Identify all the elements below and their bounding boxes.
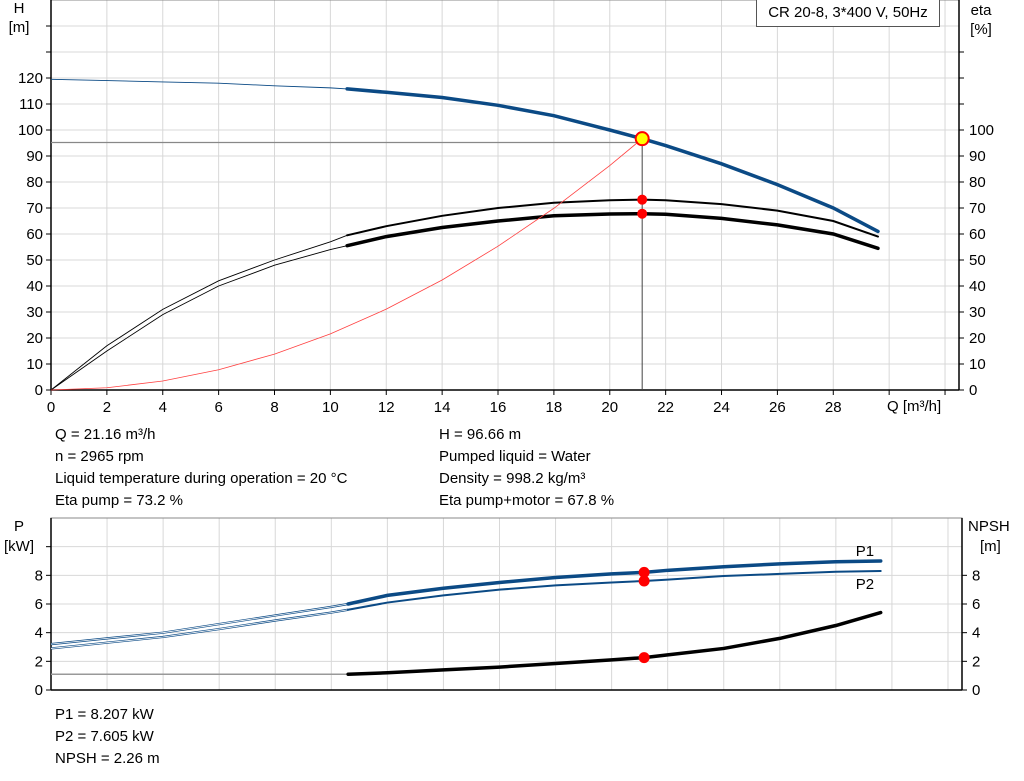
y-right-tick-label: 100 <box>969 122 994 139</box>
x-tick-label: 16 <box>490 399 507 416</box>
series-eta_total-thin <box>50 245 348 391</box>
y-tick-label: 10 <box>26 356 43 373</box>
pump-title-box: CR 20-8, 3*400 V, 50Hz <box>756 0 940 27</box>
y-tick-label: 0 <box>35 682 43 699</box>
y-tick-label: 50 <box>26 252 43 269</box>
info-speed: n = 2965 rpm <box>55 448 144 465</box>
y-tick-label: 20 <box>26 330 43 347</box>
x-tick-label: 18 <box>546 399 563 416</box>
y-tick-label: 60 <box>26 226 43 243</box>
series-P1-thin-core <box>50 603 349 645</box>
series-NPSH-curve <box>346 610 883 676</box>
eta-axis-unit: [%] <box>970 21 992 38</box>
duty-point-p2 <box>638 575 650 587</box>
duty-point-eta-pump <box>637 194 648 205</box>
y-tick-label: 70 <box>26 200 43 217</box>
y-right-tick-label: 4 <box>972 625 980 642</box>
y-tick-label: 30 <box>26 304 43 321</box>
y-tick-label: 6 <box>35 596 43 613</box>
y-right-tick-label: 10 <box>969 356 986 373</box>
x-tick-label: 24 <box>713 399 730 416</box>
series-P1-thin-outline <box>50 602 349 646</box>
info-left: Q = 21.16 m³/h n = 2965 rpm Liquid tempe… <box>55 424 347 512</box>
y-right-tick-label: 80 <box>969 174 986 191</box>
info-flow: Q = 21.16 m³/h <box>55 426 156 443</box>
series-label-P2: P2 <box>856 576 874 593</box>
x-tick-label: 20 <box>601 399 618 416</box>
info-p1: P1 = 8.207 kW <box>55 706 154 723</box>
h-axis-label: H <box>13 0 25 17</box>
series-label-P1: P1 <box>856 543 874 560</box>
y-tick-label: 90 <box>26 148 43 165</box>
x-tick-label: 6 <box>214 399 222 416</box>
plot-frame <box>50 0 960 391</box>
x-tick-label: 8 <box>270 399 278 416</box>
x-tick-label: 12 <box>378 399 395 416</box>
series-P1-curve <box>346 559 883 606</box>
x-tick-label: 10 <box>322 399 339 416</box>
x-tick-label: 26 <box>769 399 786 416</box>
y-right-tick-label: 8 <box>972 567 980 584</box>
p-axis-label: P <box>13 518 24 535</box>
info-npsh: NPSH = 2.26 m <box>55 750 160 767</box>
y-right-tick-label: 6 <box>972 596 980 613</box>
y-tick-label: 4 <box>35 625 43 642</box>
y-right-tick-label: 0 <box>969 382 977 399</box>
npsh-axis-label: NPSH <box>968 518 1010 535</box>
h-axis-unit: [m] <box>8 19 30 36</box>
info-liquid: Pumped liquid = Water <box>439 448 591 465</box>
y-right-tick-label: 0 <box>972 682 980 699</box>
x-tick-label: 14 <box>434 399 451 416</box>
y-right-tick-label: 90 <box>969 148 986 165</box>
y-right-tick-label: 2 <box>972 653 980 670</box>
series-P2-thin-outline <box>50 608 349 650</box>
series-eta_pump-curve <box>346 198 879 238</box>
series-H-thin <box>50 78 348 90</box>
info-bottom: P1 = 8.207 kW P2 = 7.605 kW NPSH = 2.26 … <box>55 704 160 770</box>
series-H-curve <box>345 87 880 234</box>
y-right-tick-label: 40 <box>969 278 986 295</box>
y-tick-label: 0 <box>35 382 43 399</box>
y-right-tick-label: 60 <box>969 226 986 243</box>
y-right-tick-label: 20 <box>969 330 986 347</box>
y-tick-label: 100 <box>18 122 43 139</box>
eta-axis-label: eta <box>970 2 992 19</box>
info-eta-total: Eta pump+motor = 67.8 % <box>439 492 615 509</box>
series-P2-curve <box>347 570 882 611</box>
x-tick-label: 0 <box>47 399 55 416</box>
duty-point-p1 <box>638 566 650 578</box>
series-system-curve <box>50 138 643 391</box>
info-p2: P2 = 7.605 kW <box>55 728 154 745</box>
series-eta_pump-thin <box>50 234 348 391</box>
y-tick-label: 110 <box>19 96 43 113</box>
x-tick-label: 4 <box>159 399 167 416</box>
y-right-tick-label: 50 <box>969 252 986 269</box>
q-axis-label: Q [m³/h] <box>887 398 942 415</box>
npsh-axis-unit: [m] <box>980 538 1001 555</box>
y-tick-label: 40 <box>26 278 43 295</box>
y-right-tick-label: 30 <box>969 304 986 321</box>
y-tick-label: 80 <box>26 174 43 191</box>
y-tick-label: 8 <box>35 567 43 584</box>
duty-point-head <box>634 131 650 147</box>
x-tick-label: 2 <box>103 399 111 416</box>
info-temperature: Liquid temperature during operation = 20… <box>55 470 348 487</box>
p-axis-unit: [kW] <box>4 538 34 555</box>
series-eta_total-curve <box>345 211 880 251</box>
info-head: H = 96.66 m <box>439 426 522 443</box>
y-tick-label: 120 <box>18 70 43 87</box>
series-P2-thin-core <box>50 609 349 649</box>
duty-point-npsh <box>638 652 650 664</box>
y-tick-label: 2 <box>35 653 43 670</box>
info-density: Density = 998.2 kg/m³ <box>439 470 586 487</box>
x-tick-label: 28 <box>825 399 842 416</box>
info-eta-pump: Eta pump = 73.2 % <box>55 492 183 509</box>
y-right-tick-label: 70 <box>969 200 986 217</box>
info-right: H = 96.66 m Pumped liquid = Water Densit… <box>439 424 614 512</box>
duty-point-eta-total <box>637 208 648 219</box>
x-tick-label: 22 <box>657 399 674 416</box>
